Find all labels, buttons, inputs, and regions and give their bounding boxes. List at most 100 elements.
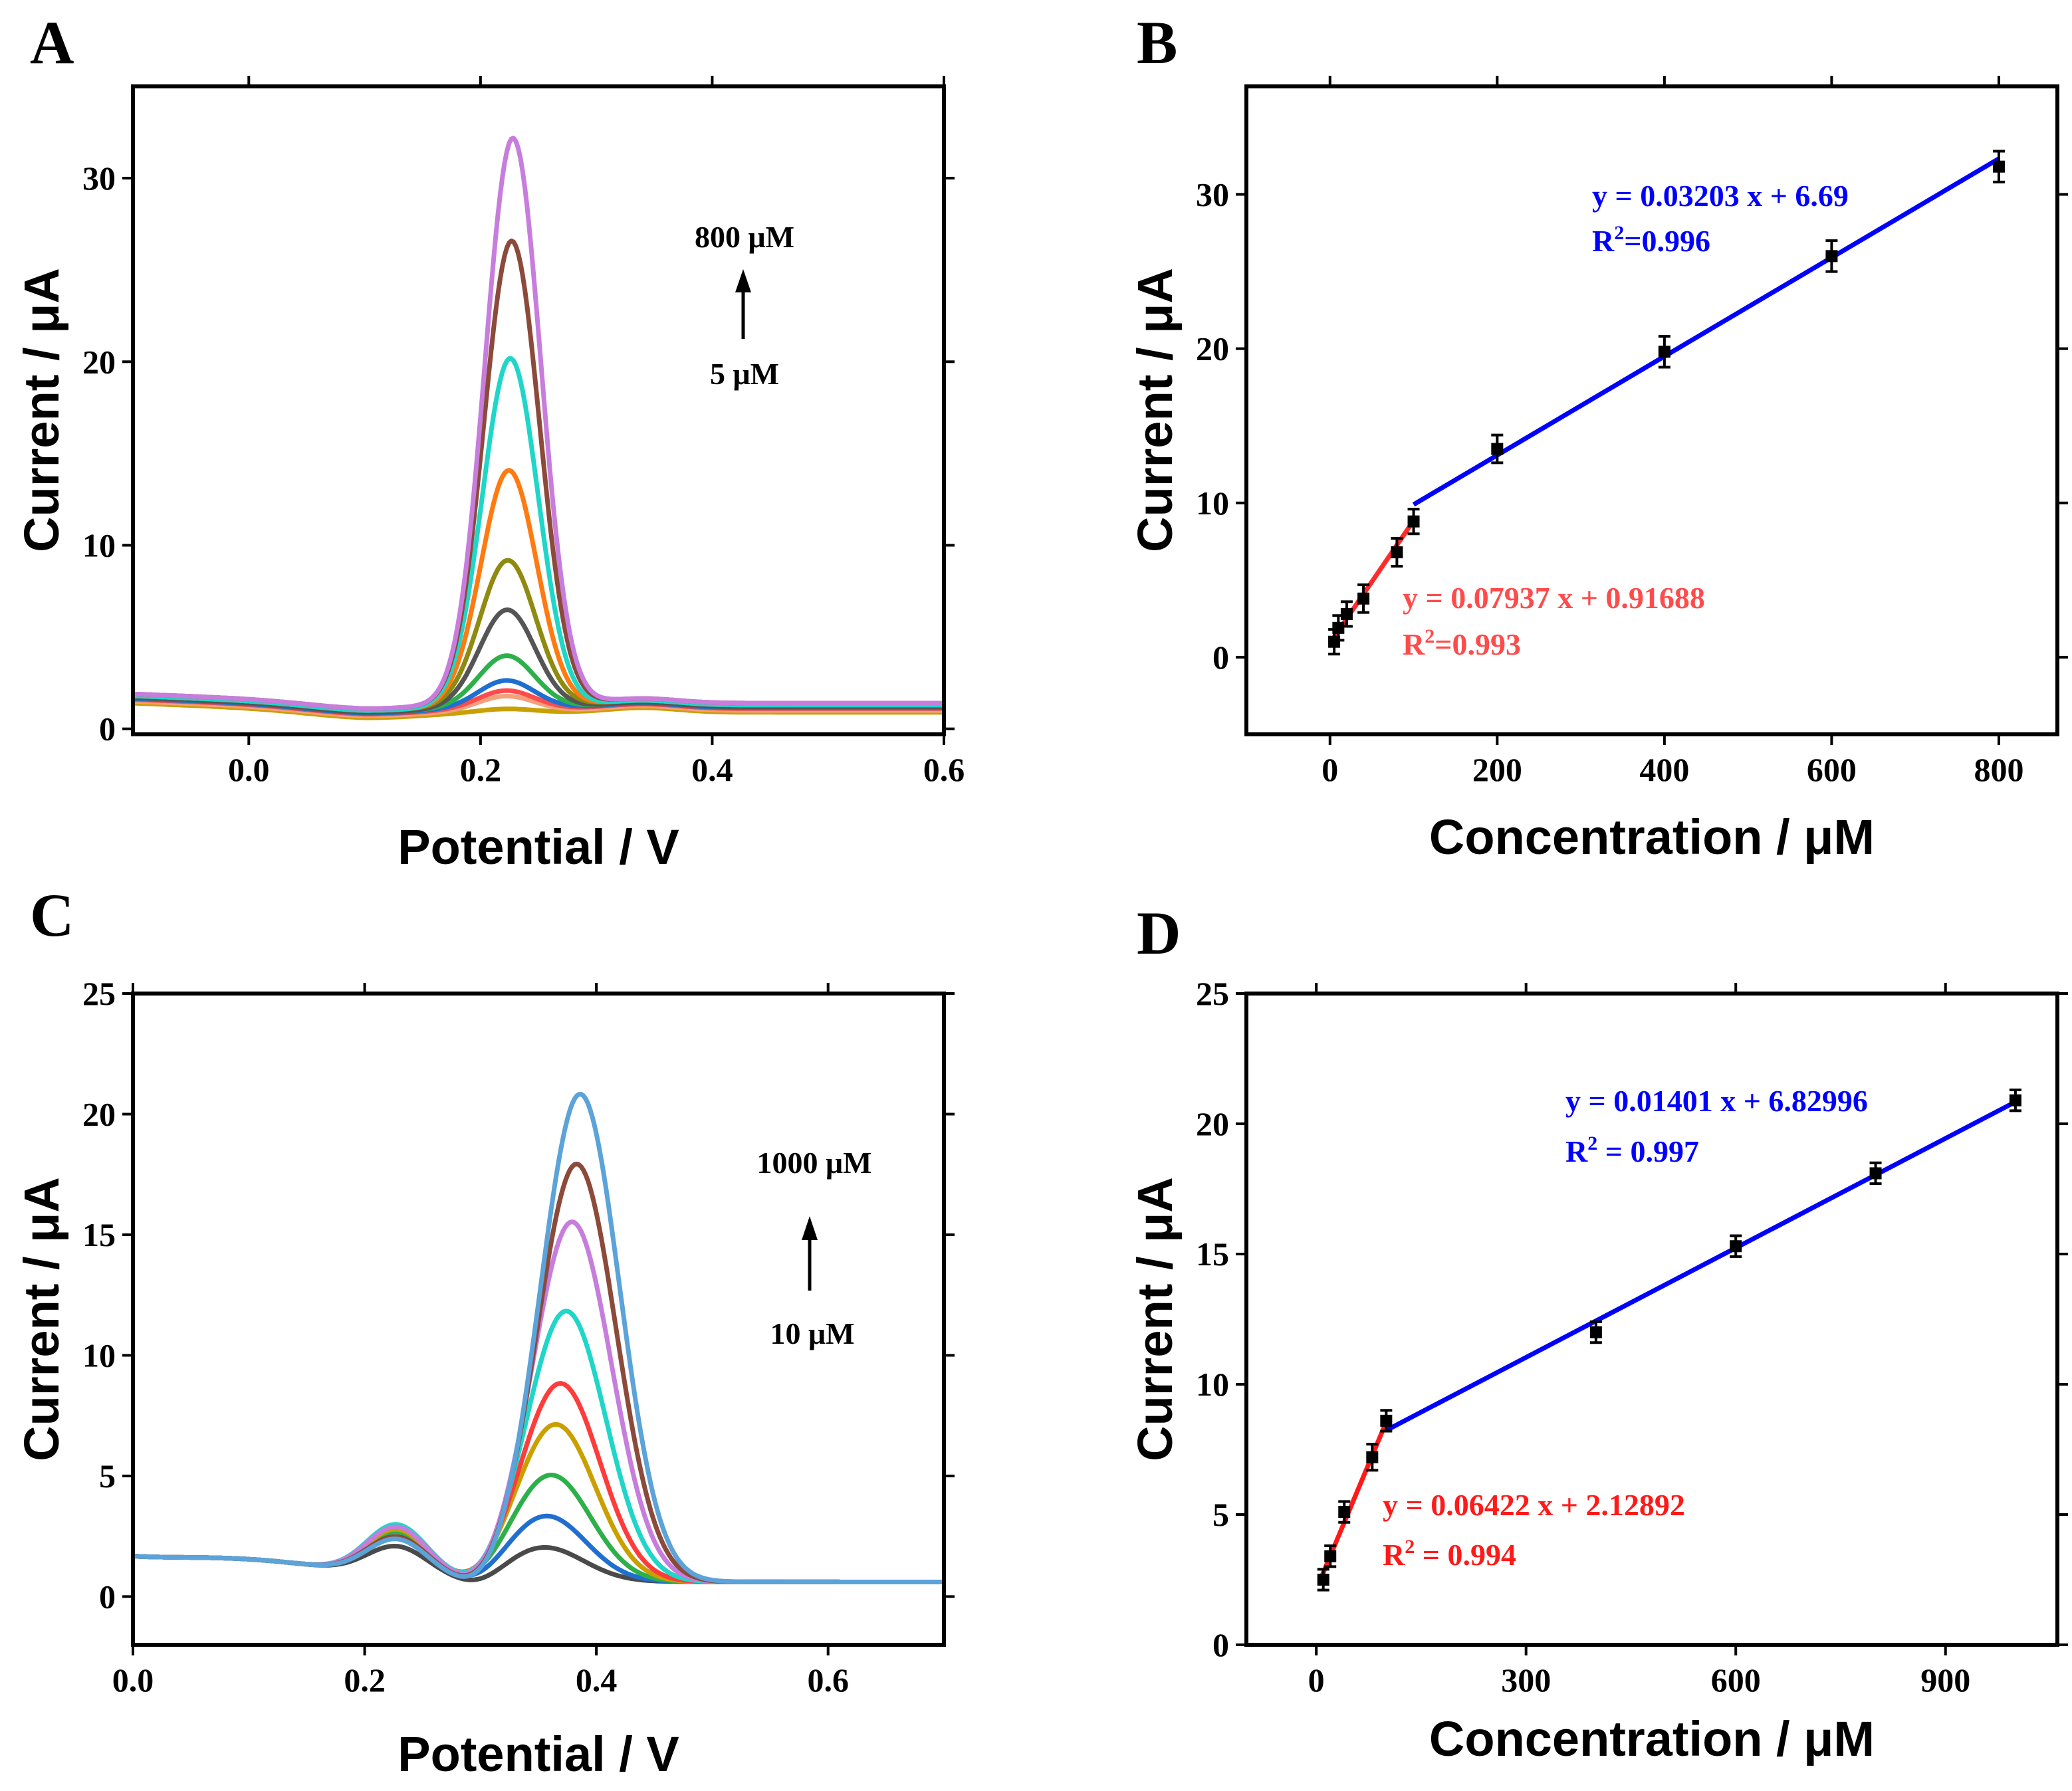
data-point <box>1340 607 1353 620</box>
panel-c-curves <box>132 1092 945 1584</box>
panel-letter-b: B <box>1137 9 1177 76</box>
panel-b-red-fit-equation: y = 0.07937 x + 0.91688 <box>1403 581 1705 615</box>
panel-b: B 0 200 400 600 800 0 10 20 30 Concentra… <box>1127 9 2068 865</box>
panel-a-xtick-label: 0.4 <box>691 751 733 788</box>
panel-c-ytick-label: 10 <box>82 1336 116 1374</box>
panel-c-x-axis-title: Potential / V <box>398 1727 679 1782</box>
panel-a-ytick-label: 10 <box>82 527 116 564</box>
data-point <box>1338 1506 1351 1519</box>
panel-a-ytick-label: 30 <box>82 159 116 197</box>
panel-d-data <box>1317 1089 2021 1592</box>
panel-d-ytick-label: 25 <box>1196 975 1229 1012</box>
panel-d-red-fit-r2: R2 = 0.994 <box>1383 1536 1516 1572</box>
series-line <box>132 1219 945 1584</box>
panel-c-ytick-label: 25 <box>82 975 116 1012</box>
panel-d-ytick-label: 15 <box>1196 1235 1229 1273</box>
panel-d-blue-fit-equation: y = 0.01401 x + 6.82996 <box>1565 1084 1868 1118</box>
data-point <box>1317 1574 1329 1586</box>
panel-letter-c: C <box>30 881 74 949</box>
series-line <box>132 1544 945 1584</box>
panel-a-arrow-up-icon <box>735 269 751 292</box>
panel-a-xtick-label: 0.6 <box>923 751 965 788</box>
panel-d-blue-fit-r2: R2 = 0.997 <box>1565 1132 1699 1168</box>
panel-d: D 0 300 600 900 0 5 10 15 20 25 Concentr… <box>1127 899 2068 1766</box>
panel-d-ytick-label: 20 <box>1196 1105 1229 1142</box>
panel-letter-a: A <box>30 9 74 76</box>
data-point <box>1357 592 1370 605</box>
panel-b-xtick-label: 800 <box>1974 751 2023 788</box>
panel-c-xtick-label: 0.2 <box>344 1661 386 1699</box>
panel-b-x-axis-title: Concentration / μM <box>1429 809 1875 865</box>
panel-a-xtick-label: 0.0 <box>228 751 270 788</box>
data-point <box>1825 250 1838 263</box>
panel-c-plot-frame <box>131 992 946 1647</box>
series-line <box>132 1309 945 1584</box>
panel-c-ticks <box>122 983 955 1655</box>
panel-d-x-axis-title: Concentration / μM <box>1429 1711 1875 1766</box>
data-point <box>1391 546 1403 559</box>
panel-d-red-fit-equation: y = 0.06422 x + 2.12892 <box>1383 1488 1685 1522</box>
panel-a: A 0.0 0.2 0.4 0.6 0 10 20 30 Potential /… <box>14 9 965 875</box>
panel-c-xtick-label: 0.6 <box>807 1661 849 1699</box>
panel-b-plot-frame <box>1244 84 2059 736</box>
panel-c-ytick-label: 5 <box>99 1457 116 1495</box>
panel-b-xtick-label: 200 <box>1472 751 1522 788</box>
data-point <box>1380 1414 1393 1427</box>
panel-b-y-axis-title: Current / μA <box>1127 268 1183 552</box>
panel-d-xtick-label: 0 <box>1308 1661 1325 1699</box>
panel-b-xtick-label: 600 <box>1807 751 1857 788</box>
panel-b-ytick-label: 0 <box>1212 639 1229 676</box>
panel-b-red-fit-r2: R2=0.993 <box>1403 625 1521 661</box>
panel-a-plot-frame <box>131 84 946 736</box>
panel-a-y-axis-title: Current / μA <box>14 268 69 552</box>
data-point <box>1366 1451 1379 1463</box>
panel-b-blue-fit-r2: R2=0.996 <box>1592 222 1710 258</box>
panel-b-ytick-label: 30 <box>1196 176 1229 213</box>
panel-b-xtick-label: 400 <box>1639 751 1689 788</box>
panel-d-xtick-label: 600 <box>1711 1661 1761 1699</box>
panel-a-ytick-label: 0 <box>99 710 116 748</box>
data-point <box>1992 160 2005 173</box>
panel-c-ytick-label: 20 <box>82 1095 116 1132</box>
panel-a-ticks <box>122 76 955 745</box>
panel-b-xtick-label: 0 <box>1322 751 1338 788</box>
fit-line <box>1412 156 2000 507</box>
data-point <box>1658 346 1670 358</box>
fit-line <box>1385 1099 2017 1433</box>
panel-b-ytick-label: 10 <box>1196 484 1229 522</box>
data-point <box>1407 515 1420 528</box>
panel-a-arrow-top-label: 800 μM <box>695 220 794 254</box>
data-point <box>1491 443 1504 455</box>
panel-a-curves <box>132 136 945 720</box>
panel-b-blue-fit-equation: y = 0.03203 x + 6.69 <box>1592 179 1849 213</box>
series-line <box>132 136 945 711</box>
series-line <box>132 1092 945 1584</box>
panel-d-ytick-label: 10 <box>1196 1366 1229 1403</box>
panel-c-ytick-label: 0 <box>99 1578 116 1615</box>
panel-d-y-axis-title: Current / μA <box>1127 1177 1183 1461</box>
panel-a-ytick-label: 20 <box>82 343 116 380</box>
panel-a-x-axis-title: Potential / V <box>398 819 679 875</box>
panel-c-y-axis-title: Current / μA <box>14 1177 69 1461</box>
panel-d-xtick-label: 300 <box>1501 1661 1551 1699</box>
data-point <box>1730 1240 1742 1253</box>
panel-c-arrow-bottom-label: 10 μM <box>770 1317 855 1350</box>
panel-a-xtick-label: 0.2 <box>460 751 502 788</box>
panel-d-xtick-label: 900 <box>1920 1661 1970 1699</box>
data-point <box>1324 1550 1337 1562</box>
panel-b-data <box>1328 150 2005 656</box>
panel-d-ticks <box>1236 983 2068 1655</box>
panel-d-ytick-label: 5 <box>1212 1496 1229 1533</box>
panel-c-ytick-label: 15 <box>82 1216 116 1253</box>
data-point <box>1589 1326 1602 1338</box>
panel-c: C 0.0 0.2 0.4 0.6 0 5 10 15 20 25 Potent… <box>14 881 955 1782</box>
panel-c-xtick-label: 0.0 <box>112 1661 154 1699</box>
panel-c-arrow-top-label: 1000 μM <box>757 1146 872 1180</box>
panel-b-ticks <box>1236 76 2068 745</box>
panel-a-arrow-bottom-label: 5 μM <box>710 357 779 391</box>
data-point <box>1869 1167 1882 1180</box>
data-point <box>2009 1094 2021 1106</box>
panel-d-plot-frame <box>1244 992 2059 1647</box>
panel-c-arrow-up-icon <box>802 1216 818 1240</box>
